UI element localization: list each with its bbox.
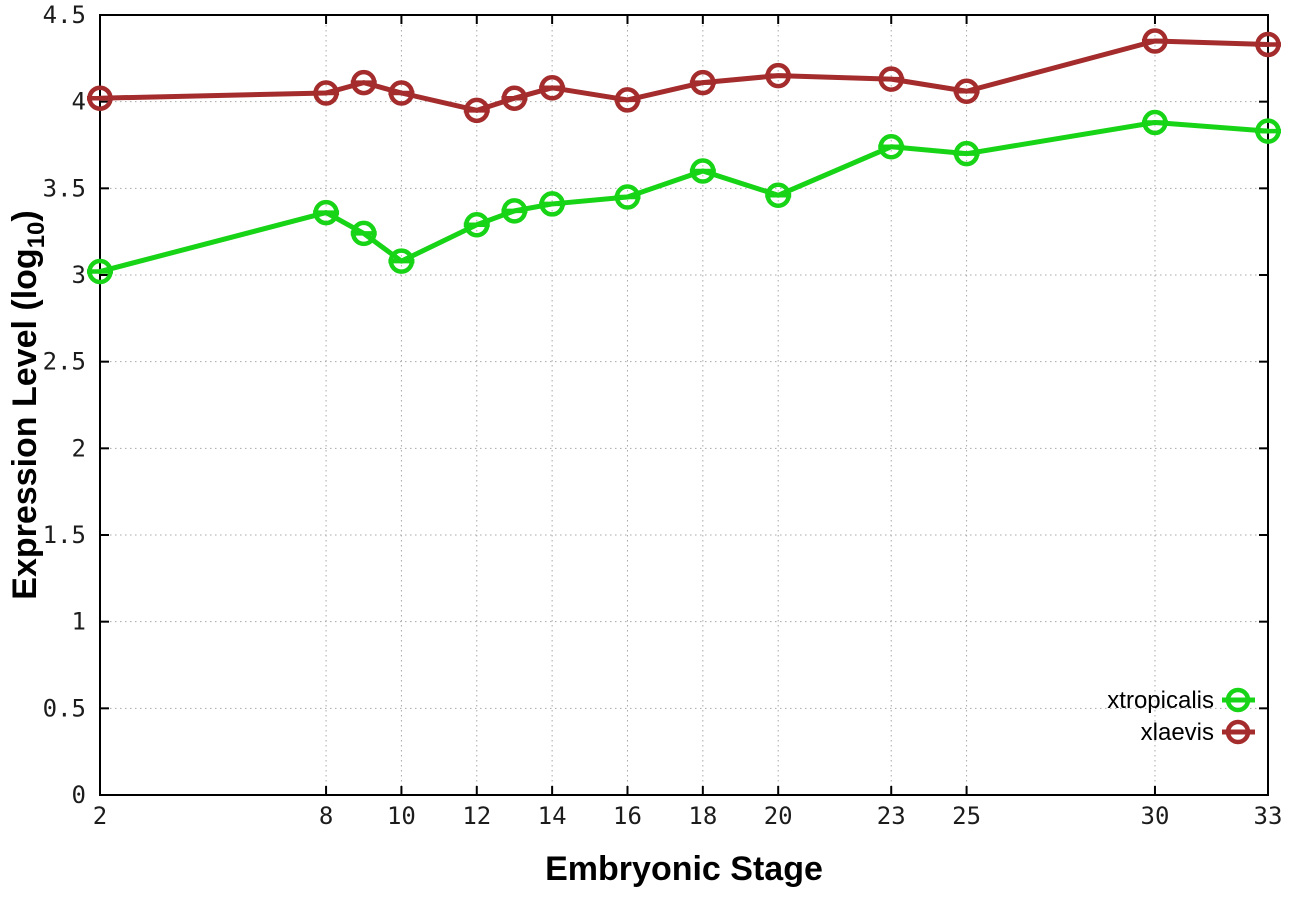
x-tick-label: 18 [688, 802, 717, 830]
marker-circle [1255, 118, 1281, 144]
marker-circle [1142, 109, 1168, 136]
marker-circle [690, 158, 716, 184]
marker-circle [313, 80, 339, 106]
marker-circle [878, 133, 904, 160]
x-tick-label: 16 [613, 802, 642, 830]
marker-circle [614, 87, 641, 113]
marker-circle [878, 66, 904, 92]
marker-circle [388, 80, 415, 106]
marker-circle [1142, 28, 1168, 54]
marker-circle [953, 78, 980, 105]
marker-circle [765, 62, 791, 89]
y-axis-title-sub: 10 [23, 222, 50, 249]
marker-circle [388, 248, 415, 274]
series-xlaevis [87, 28, 1281, 124]
y-tick-label: 4 [72, 88, 86, 116]
y-tick-label: 3.5 [43, 174, 86, 202]
legend-row-xtropicalis: xtropicalis [1107, 687, 1255, 714]
series-line-xtropicalis [97, 119, 1271, 275]
x-tick-label: 23 [877, 802, 906, 830]
series-xtropicalis [87, 109, 1281, 285]
x-tick-label: 30 [1141, 802, 1170, 830]
marker-circle [539, 191, 565, 217]
x-tick-labels: 2 8 10 12 14 16 18 20 23 25 30 33 [93, 802, 1283, 830]
plot-border [99, 14, 1269, 796]
y-tick-label: 4.5 [43, 1, 86, 29]
marker-circle [501, 85, 528, 111]
x-tick-label: 2 [93, 802, 107, 830]
marker-circle [87, 258, 113, 285]
marker-circle [464, 211, 490, 238]
y-tick-label: 1.5 [43, 521, 86, 549]
x-tick-label: 14 [538, 802, 567, 830]
marker-circle [1255, 31, 1281, 58]
series-line-xlaevis [97, 38, 1271, 113]
marker-circle [501, 198, 528, 224]
marker-circle [87, 85, 113, 111]
marker-circle [350, 220, 377, 247]
x-tick-label: 10 [387, 802, 416, 830]
marker-circle [765, 182, 791, 209]
x-tick-label: 33 [1254, 802, 1283, 830]
y-tick-label: 0.5 [43, 694, 86, 722]
legend-sample-marker [1225, 687, 1251, 713]
y-tick-label: 1 [72, 608, 86, 636]
marker-circle [464, 97, 490, 124]
y-tick-labels: 0 0.5 1 1.5 2 2.5 3 3.5 4 4.5 [43, 1, 86, 809]
x-tick-label: 20 [764, 802, 793, 830]
x-axis-title: Embryonic Stage [545, 850, 823, 888]
x-tick-label: 8 [319, 802, 333, 830]
y-tick-label: 2 [72, 434, 86, 462]
x-tick-label: 12 [462, 802, 491, 830]
marker-circle [953, 140, 980, 167]
marker-circle [539, 75, 565, 101]
legend-sample-marker [1225, 719, 1251, 745]
x-tick-label: 25 [952, 802, 981, 830]
marker-circle [313, 199, 339, 226]
y-tick-label: 2.5 [43, 348, 86, 376]
y-axis-title-post: ) [6, 210, 44, 221]
legend-label: xtropicalis [1107, 687, 1214, 714]
marker-circle [690, 69, 716, 96]
legend: xtropicalis xlaevis [1107, 687, 1255, 746]
tick-marks [99, 14, 1269, 796]
legend-row-xlaevis: xlaevis [1141, 719, 1255, 746]
marker-circle [350, 69, 377, 96]
y-tick-label: 0 [72, 781, 86, 809]
marker-circle [614, 184, 641, 210]
y-axis-title-pre: Expression Level (log [6, 248, 44, 599]
y-axis-title: Expression Level (log10) [6, 210, 50, 599]
y-tick-label: 3 [72, 261, 86, 289]
legend-label: xlaevis [1141, 719, 1214, 746]
